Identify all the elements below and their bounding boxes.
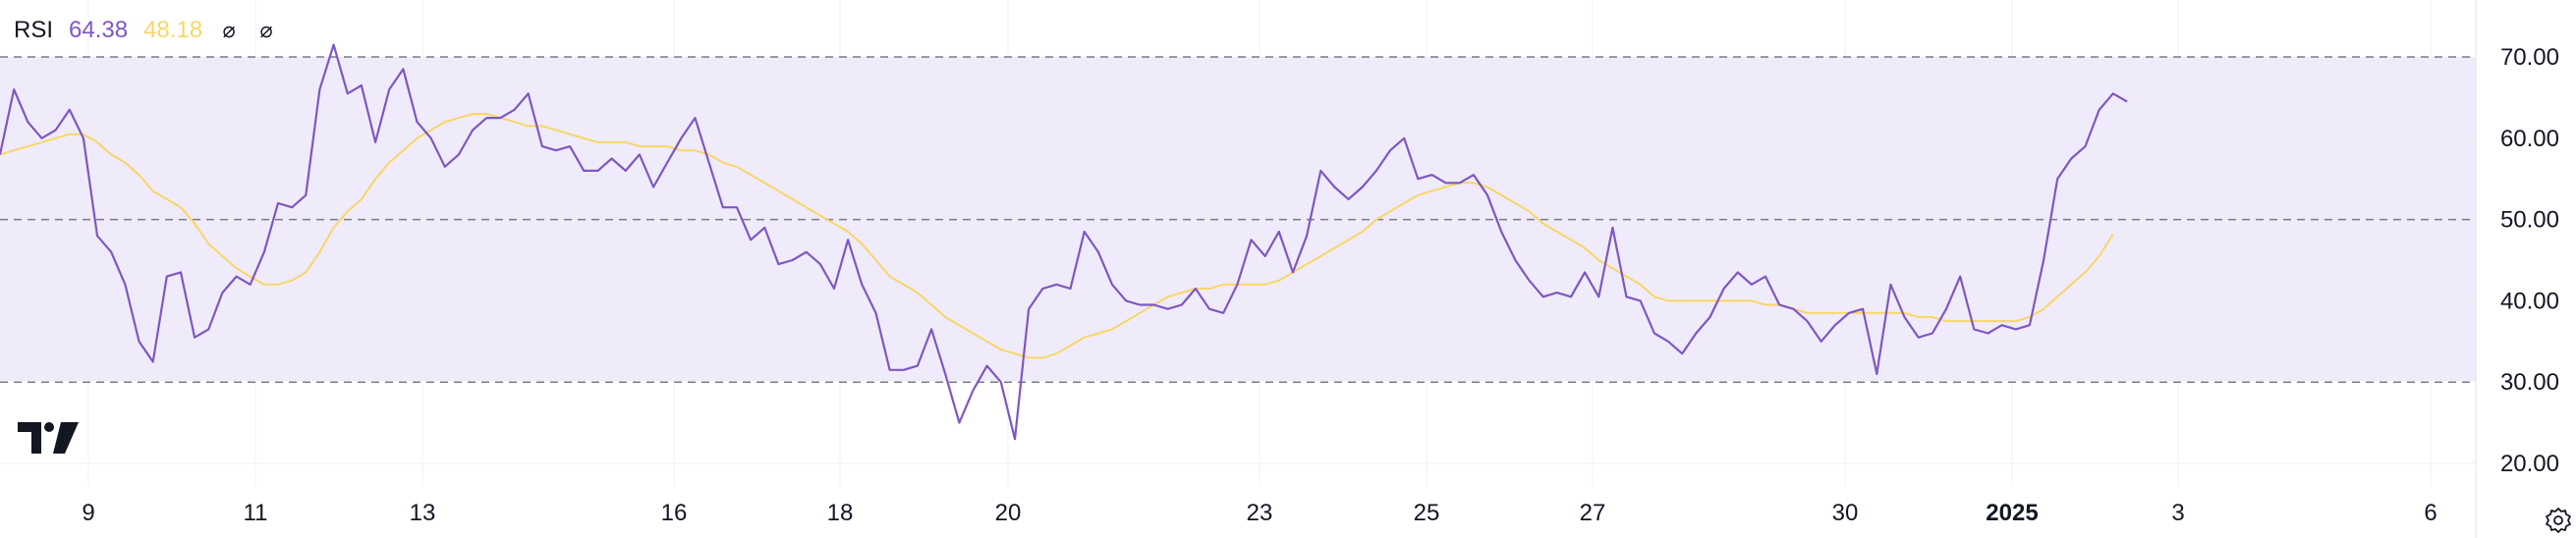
x-tick-label: 11	[244, 500, 268, 526]
y-tick-label: 50.00	[2500, 207, 2559, 234]
rsi-line[interactable]	[0, 43, 2128, 441]
circle-slash-icon[interactable]: ⌀	[222, 18, 236, 42]
y-tick-label: 30.00	[2500, 369, 2559, 396]
y-tick-label: 20.00	[2500, 451, 2559, 477]
legend-title[interactable]: RSI	[14, 17, 54, 43]
y-tick-label: 40.00	[2500, 288, 2559, 314]
x-tick-label: 27	[1580, 500, 1606, 526]
x-tick-label: 13	[410, 500, 436, 526]
x-tick-label: 16	[661, 500, 688, 526]
y-tick-label: 60.00	[2500, 126, 2559, 152]
x-tick-label: 9	[82, 500, 94, 526]
grid	[0, 0, 2476, 486]
x-tick-label: 20	[995, 500, 1022, 526]
y-tick-label: 70.00	[2500, 44, 2559, 71]
rsi-ma-line[interactable]	[0, 113, 2114, 359]
indicator-legend[interactable]: RSI 64.38 48.18 ⌀ ⌀	[14, 14, 277, 47]
x-tick-label: 2025	[1986, 500, 2038, 526]
x-axis-ticks[interactable]: 9 11 13 16 18 20 23 25 27 30 2025 3 6	[82, 500, 2436, 526]
chart-settings-gear-icon[interactable]	[2545, 507, 2572, 534]
circle-slash-icon[interactable]: ⌀	[259, 18, 273, 42]
x-tick-label: 30	[1832, 500, 1859, 526]
x-tick-label: 23	[1247, 500, 1273, 526]
x-tick-label: 3	[2171, 500, 2184, 526]
x-tick-label: 6	[2424, 500, 2436, 526]
rsi-ma-value: 48.18	[143, 17, 203, 43]
band-lines	[0, 56, 2476, 383]
series-layer	[0, 43, 2128, 441]
x-tick-label: 18	[827, 500, 854, 526]
y-axis-ticks[interactable]: 70.00 60.00 50.00 40.00 30.00 20.00	[2500, 44, 2559, 477]
tradingview-logo-icon[interactable]	[18, 422, 79, 454]
rsi-value: 64.38	[69, 17, 129, 43]
x-tick-label: 25	[1414, 500, 1440, 526]
